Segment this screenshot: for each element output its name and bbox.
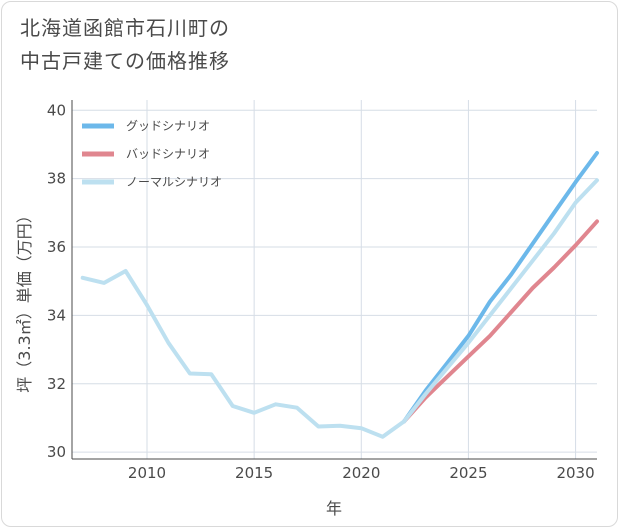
series-line-1 — [402, 219, 599, 424]
legend-label: グッドシナリオ — [126, 119, 210, 133]
legend-label: バッドシナリオ — [126, 147, 210, 161]
x-tick-labels: 2010 2015 2020 2025 2030 — [128, 464, 595, 482]
y-tick-label: 38 — [47, 170, 66, 188]
x-tick-label: 2025 — [449, 464, 487, 482]
grid — [72, 100, 597, 459]
x-axis-label: 年 — [326, 499, 342, 518]
y-tick-label: 34 — [47, 306, 66, 324]
chart-title: 北海道函館市石川町の 中古戸建ての価格推移 — [20, 12, 230, 78]
y-axis-label: 坪（3.3㎡）単価（万円） — [15, 207, 34, 392]
x-tick-label: 2015 — [235, 464, 273, 482]
chart-title-line-2: 中古戸建ての価格推移 — [20, 49, 230, 73]
y-tick-label: 30 — [47, 443, 66, 461]
series-line-2 — [80, 178, 599, 439]
x-tick-label: 2010 — [128, 464, 166, 482]
y-tick-label: 40 — [47, 101, 66, 119]
x-tick-label: 2030 — [556, 464, 594, 482]
y-tick-labels: 30 32 34 36 38 40 — [47, 101, 66, 461]
series-lines — [80, 151, 599, 439]
y-tick-label: 32 — [47, 375, 66, 393]
legend-label: ノーマルシナリオ — [126, 175, 222, 189]
x-tick-label: 2020 — [342, 464, 380, 482]
series-line-0 — [402, 151, 599, 424]
y-tick-label: 36 — [47, 238, 66, 256]
chart-title-line-1: 北海道函館市石川町の — [20, 16, 230, 40]
